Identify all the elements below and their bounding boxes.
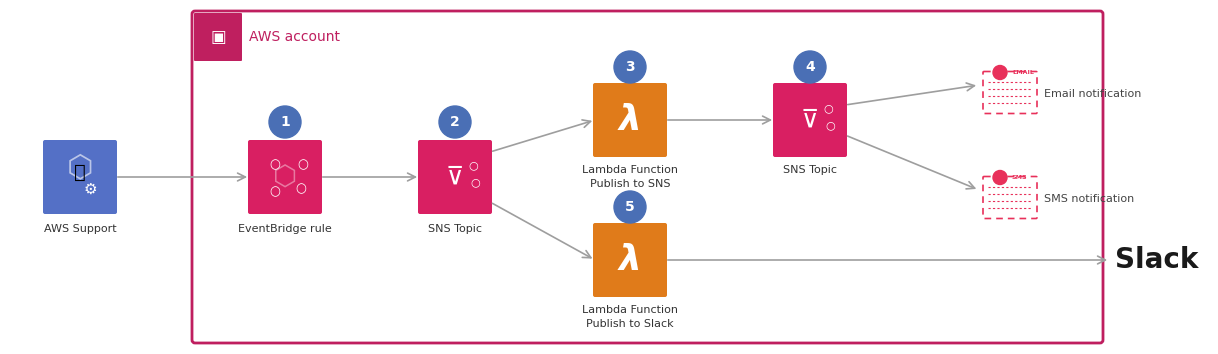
Text: SNS Topic: SNS Topic [783,165,837,175]
Text: AWS Support: AWS Support [44,224,116,234]
FancyBboxPatch shape [194,13,242,61]
Text: SMS: SMS [1012,175,1028,180]
Circle shape [614,191,646,223]
Text: ○: ○ [269,185,280,199]
FancyBboxPatch shape [593,223,667,297]
Text: 5: 5 [625,200,635,214]
Text: Slack: Slack [1114,246,1199,274]
Text: λ: λ [619,243,642,277]
Text: Email notification: Email notification [1044,89,1141,99]
Text: λ: λ [619,103,642,137]
Text: ○: ○ [297,159,308,171]
Text: 2: 2 [451,115,460,129]
FancyBboxPatch shape [773,83,847,157]
Text: ⬡: ⬡ [273,163,297,191]
Text: ○: ○ [823,103,833,113]
Text: EMAIL: EMAIL [1012,70,1034,75]
Text: 3: 3 [625,60,635,74]
FancyBboxPatch shape [593,83,667,157]
Circle shape [269,106,301,138]
Text: EventBridge rule: EventBridge rule [239,224,331,234]
Circle shape [993,171,1007,184]
Circle shape [794,51,826,83]
Text: 4: 4 [805,60,815,74]
Text: ▣: ▣ [211,28,225,46]
Text: ○: ○ [296,183,307,195]
Text: ○: ○ [468,160,477,170]
Text: Lambda Function
Publish to Slack: Lambda Function Publish to Slack [582,305,678,329]
Text: ⊽: ⊽ [801,108,820,132]
Circle shape [993,65,1007,80]
Text: ⚙: ⚙ [83,182,96,196]
FancyBboxPatch shape [248,140,322,214]
Text: Lambda Function
Publish to SNS: Lambda Function Publish to SNS [582,165,678,189]
FancyBboxPatch shape [418,140,492,214]
Text: ⊽: ⊽ [446,165,464,189]
Text: AWS account: AWS account [248,30,340,44]
Text: ⬡: ⬡ [67,154,94,183]
FancyBboxPatch shape [43,140,117,214]
Text: SMS notification: SMS notification [1044,194,1134,204]
Text: SNS Topic: SNS Topic [428,224,482,234]
Circle shape [438,106,471,138]
Text: ○: ○ [269,159,280,171]
Text: ○: ○ [470,177,480,187]
Circle shape [614,51,646,83]
Text: 👤: 👤 [74,162,86,182]
Text: 1: 1 [280,115,290,129]
Text: ○: ○ [825,120,834,130]
